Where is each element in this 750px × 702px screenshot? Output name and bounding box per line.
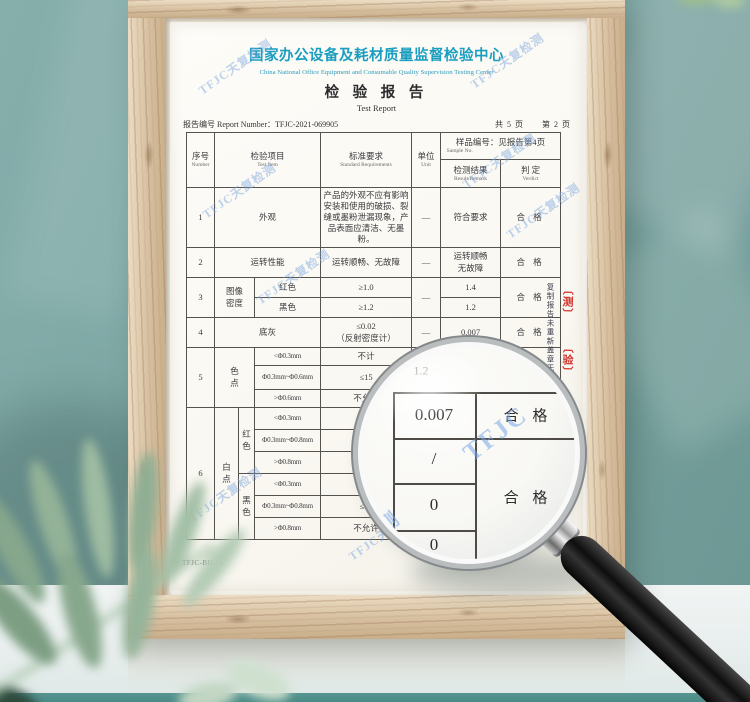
lens-value: 0.007 (414, 405, 454, 424)
cell-no: 4 (186, 317, 215, 348)
header-item: 检验项目 Test Item (213, 132, 322, 188)
lens-verdict: 合 格 (503, 490, 553, 507)
frame-reflection (128, 639, 625, 691)
lens-grid-line (393, 438, 575, 440)
cell-subitem: >Φ0.8mm (253, 517, 322, 540)
frame-bar-bottom (128, 595, 625, 639)
pagination: 共 5 页 第 2 页 (495, 120, 571, 129)
center-name-cn: 国家办公设备及耗材质量监督检验中心 (249, 48, 504, 64)
table-row: 1 外观 产品的外观不应有影响安装和使用的破损、裂缝或墨粉泄漏现象，产品表面应清… (186, 187, 562, 248)
cell-std: 运转顺畅、无故障 (320, 247, 413, 278)
cell-verdict: 合 格 (500, 277, 562, 318)
cell-result: 符合要求 (440, 187, 502, 248)
header-std: 标准要求 Standard Requirements (320, 132, 413, 188)
cell-std: ≤0.02 （反射密度计） (320, 317, 413, 348)
cell-subitem: <Φ0.3mm (253, 407, 322, 430)
center-name-en: China National Office Equipment and Cons… (259, 68, 494, 76)
cell-unit: — (411, 277, 442, 318)
frame-bar-right (587, 0, 625, 639)
frame-bar-top (128, 0, 625, 18)
table-row: 2 运转性能 运转顺畅、无故障 — 运转顺畅 无故障 合 格 (186, 247, 562, 278)
cell-subitem: >Φ0.6mm (253, 389, 322, 408)
cell-no: 1 (186, 187, 215, 248)
cell-verdict: 合 格 (500, 187, 562, 248)
cell-unit: — (411, 317, 442, 348)
cell-std: 产品的外观不应有影响安装和使用的破损、裂缝或墨粉泄漏现象，产品表面应清洁、无墨粉… (320, 187, 413, 248)
cell-no: 5 (186, 347, 215, 408)
lens-grid-line (475, 392, 477, 559)
header-no: 序号 Number (186, 132, 215, 188)
header-result: 检测结果 Result/Remark (440, 159, 502, 188)
red-stamp-fragment: 〔验〕 (560, 341, 574, 379)
cell-subitem: 黑色 (253, 297, 322, 318)
cell-no: 3 (186, 277, 215, 318)
bottom-teal-strip (0, 693, 750, 702)
cell-item: 运转性能 (213, 247, 322, 278)
magnifier-lens: 1.2 0.007 合 格 / 0 合 格 0 TFJC 测 (363, 347, 575, 559)
report-title-en: Test Report (356, 103, 397, 113)
header-unit: 单位 Unit (411, 132, 442, 188)
lens-grid-line (393, 530, 475, 532)
cell-unit: — (411, 187, 442, 248)
cell-std: ≥1.0 (320, 277, 413, 298)
header-verdict: 判 定 Verdict (500, 159, 562, 188)
lens-value: 0 (429, 535, 439, 554)
lens-value: 0 (429, 495, 439, 514)
document-code: TFJC-BG-01 (182, 559, 224, 567)
cell-subitem: Φ0.3mm~Φ0.6mm (253, 365, 322, 390)
cell-item: 外观 (213, 187, 322, 248)
monstera-leaf (0, 438, 290, 702)
copy-invalid-note: 复制报告未重新盖章无效 (546, 283, 555, 382)
lens-grid-line (393, 483, 475, 485)
cell-item: 底灰 (213, 317, 322, 348)
cell-result: 0.007 (440, 317, 502, 348)
cell-unit: — (411, 247, 442, 278)
cell-subitem: 红色 (253, 277, 322, 298)
cell-result: 1.4 (440, 277, 502, 298)
lens-grid-line (393, 392, 575, 394)
cell-std: 不计 (320, 347, 413, 366)
lens-value: / (431, 449, 437, 468)
header-sample-no: 样品编号：见报告第4页 Sample No. (440, 132, 562, 160)
cell-no: 2 (186, 247, 215, 278)
report-title-cn: 检 验 报 告 (324, 85, 429, 101)
table-row: 3 图像 密度 红色 ≥1.0 — 1.4 合 格 (186, 277, 562, 318)
hanging-leaf (678, 0, 746, 8)
lens-verdict: 合 格 (503, 408, 553, 425)
cell-subitem: <Φ0.3mm (253, 347, 322, 366)
cell-result: 1.2 (440, 297, 502, 318)
red-stamp-fragment: 〔测〕 (560, 283, 574, 321)
cell-verdict: 合 格 (500, 247, 562, 278)
report-number: 报告编号 Report Number：TFJC-2021-069905 (183, 120, 339, 129)
lens-grid-line (393, 392, 395, 559)
cell-item: 图像 密度 (214, 277, 255, 318)
table-row: 4 底灰 ≤0.02 （反射密度计） — 0.007 合 格 (186, 317, 562, 348)
lens-value: 1.2 (413, 363, 429, 378)
report-number-row: 报告编号 Report Number：TFJC-2021-069905 共 5 … (170, 119, 583, 132)
cell-std: ≥1.2 (320, 297, 413, 318)
cell-item: 色 点 (214, 347, 255, 408)
cell-result: 运转顺畅 无故障 (440, 247, 502, 278)
